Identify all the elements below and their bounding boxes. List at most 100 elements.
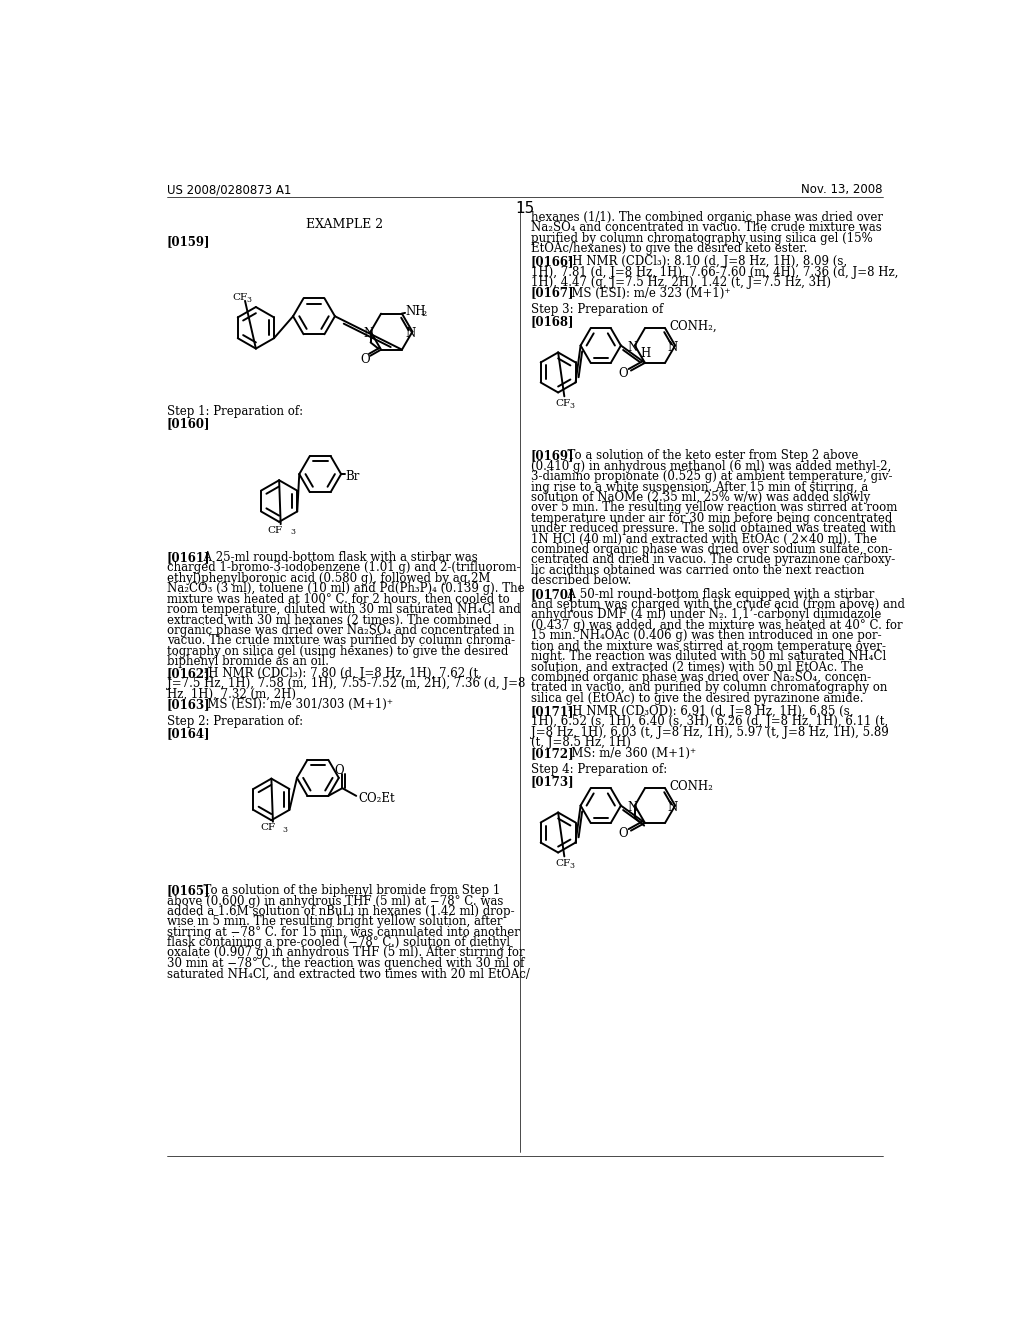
Text: N: N <box>404 327 415 341</box>
Text: Na₂CO₃ (3 ml), toluene (10 ml) and Pd(Ph₃P)₄ (0.139 g). The: Na₂CO₃ (3 ml), toluene (10 ml) and Pd(Ph… <box>167 582 524 595</box>
Text: temperature under air for 30 min before being concentrated: temperature under air for 30 min before … <box>531 512 892 525</box>
Text: 1H), 6.52 (s, 1H), 6.40 (s, 3H), 6.26 (d, J=8 Hz, 1H), 6.11 (t,: 1H), 6.52 (s, 1H), 6.40 (s, 3H), 6.26 (d… <box>531 715 888 729</box>
Text: O: O <box>618 828 628 841</box>
Text: [0168]: [0168] <box>531 315 574 329</box>
Text: lic acidthus obtained was carried onto the next reaction: lic acidthus obtained was carried onto t… <box>531 564 864 577</box>
Text: above (0.600 g) in anhydrous THF (5 ml) at −78° C. was: above (0.600 g) in anhydrous THF (5 ml) … <box>167 895 503 908</box>
Text: ing rise to a white suspension. After 15 min of stirring, a: ing rise to a white suspension. After 15… <box>531 480 868 494</box>
Text: [0173]: [0173] <box>531 776 574 788</box>
Text: stirring at −78° C. for 15 min, was cannulated into another: stirring at −78° C. for 15 min, was cann… <box>167 925 519 939</box>
Text: [0161]: [0161] <box>167 552 210 564</box>
Text: extracted with 30 ml hexanes (2 times). The combined: extracted with 30 ml hexanes (2 times). … <box>167 614 492 627</box>
Text: oxalate (0.907 g) in anhydrous THF (5 ml). After stirring for: oxalate (0.907 g) in anhydrous THF (5 ml… <box>167 946 524 960</box>
Text: Step 2: Preparation of:: Step 2: Preparation of: <box>167 714 303 727</box>
Text: tion and the mixture was stirred at room temperature over-: tion and the mixture was stirred at room… <box>531 640 886 652</box>
Text: wise in 5 min. The resulting bright yellow solution, after: wise in 5 min. The resulting bright yell… <box>167 915 502 928</box>
Text: silica gel (EtOAc) to give the desired pyrazinone amide.: silica gel (EtOAc) to give the desired p… <box>531 692 863 705</box>
Text: saturated NH₄Cl, and extracted two times with 20 ml EtOAc/: saturated NH₄Cl, and extracted two times… <box>167 968 529 981</box>
Text: charged 1-bromo-3-iodobenzene (1.01 g) and 2-(trifluorom-: charged 1-bromo-3-iodobenzene (1.01 g) a… <box>167 561 520 574</box>
Text: combined organic phase was dried over sodium sulfate, con-: combined organic phase was dried over so… <box>531 543 892 556</box>
Text: biphenyl bromide as an oil.: biphenyl bromide as an oil. <box>167 655 329 668</box>
Text: [0171]: [0171] <box>531 705 574 718</box>
Text: To a solution of the keto ester from Step 2 above: To a solution of the keto ester from Ste… <box>560 449 859 462</box>
Text: room temperature, diluted with 30 ml saturated NH₄Cl and: room temperature, diluted with 30 ml sat… <box>167 603 520 616</box>
Text: EtOAc/hexanes) to give the desired keto ester.: EtOAc/hexanes) to give the desired keto … <box>531 242 808 255</box>
Text: 3-diamino propionate (0.525 g) at ambient temperature, giv-: 3-diamino propionate (0.525 g) at ambien… <box>531 470 893 483</box>
Text: [0163]: [0163] <box>167 698 210 711</box>
Text: solution of NaOMe (2.35 ml, 25% w/w) was added slowly: solution of NaOMe (2.35 ml, 25% w/w) was… <box>531 491 870 504</box>
Text: 15 min. NH₄OAc (0.406 g) was then introduced in one por-: 15 min. NH₄OAc (0.406 g) was then introd… <box>531 630 882 643</box>
Text: 1H), 7.81 (d, J=8 Hz, 1H), 7.66-7.60 (m, 4H), 7.36 (d, J=8 Hz,: 1H), 7.81 (d, J=8 Hz, 1H), 7.66-7.60 (m,… <box>531 265 898 279</box>
Text: over 5 min. The resulting yellow reaction was stirred at room: over 5 min. The resulting yellow reactio… <box>531 502 897 515</box>
Text: CONH₂: CONH₂ <box>669 780 713 793</box>
Text: N: N <box>628 342 638 354</box>
Text: Br: Br <box>345 470 359 483</box>
Text: ¹H NMR (CD₃OD): 6.91 (d, J=8 Hz, 1H), 6.85 (s,: ¹H NMR (CD₃OD): 6.91 (d, J=8 Hz, 1H), 6.… <box>560 705 854 718</box>
Text: described below.: described below. <box>531 574 631 587</box>
Text: added a 1.6M solution of nBuLi in hexanes (1.42 ml) drop-: added a 1.6M solution of nBuLi in hexane… <box>167 906 514 917</box>
Text: purified by column chromatography using silica gel (15%: purified by column chromatography using … <box>531 231 872 244</box>
Text: 30 min at −78° C., the reaction was quenched with 30 ml of: 30 min at −78° C., the reaction was quen… <box>167 957 524 970</box>
Text: hexanes (1/1). The combined organic phase was dried over: hexanes (1/1). The combined organic phas… <box>531 211 883 224</box>
Text: centrated and dried in vacuo. The crude pyrazinone carboxy-: centrated and dried in vacuo. The crude … <box>531 553 895 566</box>
Text: Step 3: Preparation of: Step 3: Preparation of <box>531 304 664 317</box>
Text: 3: 3 <box>290 528 295 536</box>
Text: A 25-ml round-bottom flask with a stirbar was: A 25-ml round-bottom flask with a stirba… <box>197 552 478 564</box>
Text: N: N <box>628 801 638 814</box>
Text: MS (ESI): m/e 323 (M+1)⁺: MS (ESI): m/e 323 (M+1)⁺ <box>560 286 731 300</box>
Text: CONH₂,: CONH₂, <box>669 321 717 333</box>
Text: To a solution of the biphenyl bromide from Step 1: To a solution of the biphenyl bromide fr… <box>197 884 501 898</box>
Text: [0160]: [0160] <box>167 417 210 430</box>
Text: [0172]: [0172] <box>531 747 574 760</box>
Text: [0162]: [0162] <box>167 667 210 680</box>
Text: Na₂SO₄ and concentrated in vacuo. The crude mixture was: Na₂SO₄ and concentrated in vacuo. The cr… <box>531 222 882 234</box>
Text: N: N <box>364 327 374 341</box>
Text: CF: CF <box>267 525 283 535</box>
Text: anhydrous DMF (4 ml) under N₂. 1,1’-carbonyl diimidazole: anhydrous DMF (4 ml) under N₂. 1,1’-carb… <box>531 609 882 622</box>
Text: N: N <box>668 801 678 814</box>
Text: vacuo. The crude mixture was purified by column chroma-: vacuo. The crude mixture was purified by… <box>167 635 515 647</box>
Text: CF: CF <box>555 400 570 408</box>
Text: 1N HCl (40 ml) and extracted with EtOAc ( 2×40 ml). The: 1N HCl (40 ml) and extracted with EtOAc … <box>531 533 877 545</box>
Text: US 2008/0280873 A1: US 2008/0280873 A1 <box>167 183 291 197</box>
Text: ethyl)phenylboronic acid (0.580 g), followed by aq.2M: ethyl)phenylboronic acid (0.580 g), foll… <box>167 572 490 585</box>
Text: Nov. 13, 2008: Nov. 13, 2008 <box>802 183 883 197</box>
Text: NH: NH <box>406 305 426 318</box>
Text: trated in vacuo, and purified by column chromatography on: trated in vacuo, and purified by column … <box>531 681 888 694</box>
Text: flask containing a pre-cooled (−78° C.) solution of diethyl: flask containing a pre-cooled (−78° C.) … <box>167 936 510 949</box>
Text: (t, J=8.5 Hz, 1H): (t, J=8.5 Hz, 1H) <box>531 737 631 750</box>
Text: under reduced pressure. The solid obtained was treated with: under reduced pressure. The solid obtain… <box>531 523 896 535</box>
Text: Step 1: Preparation of:: Step 1: Preparation of: <box>167 405 303 418</box>
Text: [0170]: [0170] <box>531 587 574 601</box>
Text: CF: CF <box>555 859 570 869</box>
Text: [0165]: [0165] <box>167 884 210 898</box>
Text: EXAMPLE 2: EXAMPLE 2 <box>306 218 384 231</box>
Text: 15: 15 <box>515 201 535 215</box>
Text: mixture was heated at 100° C. for 2 hours, then cooled to: mixture was heated at 100° C. for 2 hour… <box>167 593 510 606</box>
Text: combined organic phase was dried over Na₂SO₄, concen-: combined organic phase was dried over Na… <box>531 671 871 684</box>
Text: CF: CF <box>232 293 248 302</box>
Text: [0166]: [0166] <box>531 256 574 268</box>
Text: tography on silica gel (using hexanes) to give the desired: tography on silica gel (using hexanes) t… <box>167 644 508 657</box>
Text: organic phase was dried over Na₂SO₄ and concentrated in: organic phase was dried over Na₂SO₄ and … <box>167 624 514 636</box>
Text: night. The reaction was diluted with 50 ml saturated NH₄Cl: night. The reaction was diluted with 50 … <box>531 649 886 663</box>
Text: 3: 3 <box>283 825 287 834</box>
Text: A 50-ml round-bottom flask equipped with a stirbar: A 50-ml round-bottom flask equipped with… <box>560 587 874 601</box>
Text: 2: 2 <box>421 310 427 318</box>
Text: N: N <box>668 342 678 354</box>
Text: H: H <box>640 347 650 360</box>
Text: MS: m/e 360 (M+1)⁺: MS: m/e 360 (M+1)⁺ <box>560 747 696 760</box>
Text: CO₂Et: CO₂Et <box>358 792 395 805</box>
Text: Step 4: Preparation of:: Step 4: Preparation of: <box>531 763 668 776</box>
Text: 1H), 4.47 (q, J=7.5 Hz, 2H), 1.42 (t, J=7.5 Hz, 3H): 1H), 4.47 (q, J=7.5 Hz, 2H), 1.42 (t, J=… <box>531 276 831 289</box>
Text: [0159]: [0159] <box>167 235 210 248</box>
Text: MS (ESI): m/e 301/303 (M+1)⁺: MS (ESI): m/e 301/303 (M+1)⁺ <box>197 698 393 711</box>
Text: O: O <box>618 367 628 380</box>
Text: ¹H NMR (CDCl₃): 8.10 (d, J=8 Hz, 1H), 8.09 (s,: ¹H NMR (CDCl₃): 8.10 (d, J=8 Hz, 1H), 8.… <box>560 256 848 268</box>
Text: [0167]: [0167] <box>531 286 574 300</box>
Text: [0164]: [0164] <box>167 727 210 741</box>
Text: J=7.5 Hz, 1H), 7.58 (m, 1H), 7.55-7.52 (m, 2H), 7.36 (d, J=8: J=7.5 Hz, 1H), 7.58 (m, 1H), 7.55-7.52 (… <box>167 677 525 690</box>
Text: O: O <box>335 764 344 777</box>
Text: 3: 3 <box>569 401 574 409</box>
Text: and septum was charged with the crude acid (from above) and: and septum was charged with the crude ac… <box>531 598 905 611</box>
